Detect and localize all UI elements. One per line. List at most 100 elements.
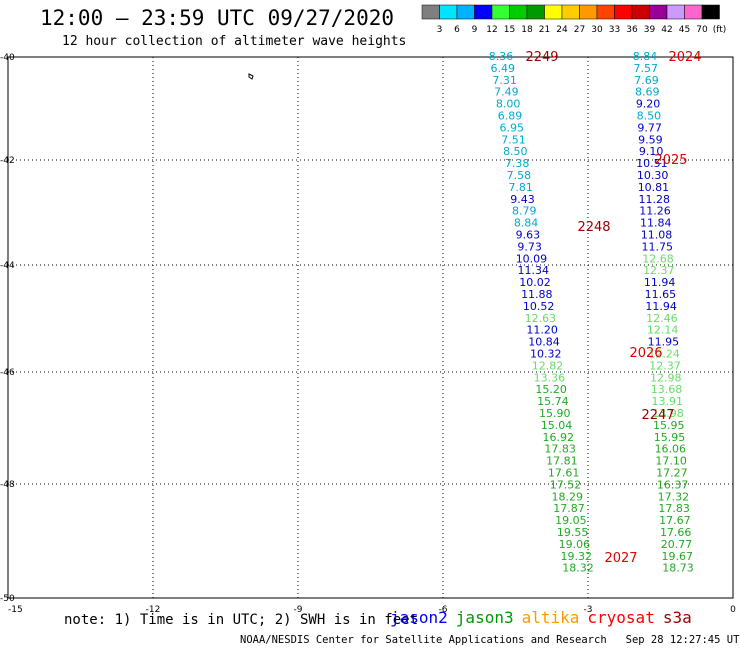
swh-value: 19.05 [555,514,587,527]
swh-value: 19.67 [661,550,693,563]
swh-value: 11.26 [639,205,671,218]
swh-value: 10.51 [636,157,668,170]
colorbar-label: 33 [609,25,620,35]
swh-value: 10.09 [516,252,548,265]
lon-label: -6 [439,605,448,615]
swh-value: 17.61 [548,467,580,480]
swh-value: 9.43 [510,193,535,206]
track-descending: 8.366.497.317.498.006.896.957.518.507.38… [489,50,594,575]
swh-value: 18.29 [552,490,584,503]
swh-value: 13.68 [651,383,683,396]
swh-value: 15.20 [535,383,567,396]
legend-jason3: jason3 [455,608,514,627]
swh-value: 7.49 [494,86,519,99]
swh-value: 11.75 [642,240,674,253]
map-frame [7,56,734,599]
swh-value: 17.87 [553,502,585,515]
swh-value: 15.04 [541,419,573,432]
swh-value: 7.31 [492,74,517,87]
swh-value: 8.50 [637,110,662,123]
swh-value: 19.55 [557,526,589,539]
swh-value: 10.81 [638,181,670,194]
swh-value: 8.69 [635,86,660,99]
swh-value: 17.83 [544,443,576,456]
swh-value: 12.37 [643,264,675,277]
colorbar-label: 15 [504,25,515,35]
swh-value: 12.98 [650,371,682,384]
lat-label: -40 [0,53,15,63]
swh-value: 9.73 [517,240,542,253]
lat-label: -46 [0,368,15,378]
swh-value: 19.32 [560,550,592,563]
swh-value: 12.82 [532,359,564,372]
swh-value: 12.68 [642,252,674,265]
lat-label: -44 [0,261,15,271]
swh-value: 11.88 [521,288,553,301]
swh-value: 10.02 [519,276,551,289]
colorbar-label: 9 [472,25,478,35]
swh-value: 18.32 [562,562,594,575]
swh-value: 9.77 [637,121,662,134]
swh-value: 7.81 [508,181,533,194]
colorbar-label: 6 [454,25,460,35]
swh-value: 17.10 [655,455,687,468]
map-grid [8,57,733,598]
swh-value: 17.27 [656,467,688,480]
swh-value: 8.84 [633,50,658,63]
time-label: 2024 [668,50,701,65]
colorbar-label: 39 [644,25,656,35]
swh-value: 6.95 [499,121,524,134]
swh-value: 12.14 [647,324,679,337]
swh-value: 9.63 [516,229,541,242]
colorbar-label: 12 [486,25,497,35]
lat-label: -48 [0,480,15,490]
time-label: 2026 [629,346,662,361]
swh-value: 11.34 [517,264,549,277]
footer-credit: NOAA/NESDIS Center for Satellite Applica… [240,634,740,646]
track-ascending: 8.847.577.698.699.208.509.779.599.1010.5… [633,50,694,575]
colorbar-label: (ft) [713,25,727,35]
colorbar-label: 30 [591,25,603,35]
swh-value: 8.00 [496,98,521,111]
colorbar-label: 27 [574,25,585,35]
swh-value: 10.52 [523,300,555,313]
swh-value: 13.36 [534,371,566,384]
time-label: 2247 [641,408,674,423]
lat-label: -50 [0,594,15,604]
swh-value: 20.77 [661,538,693,551]
swh-value: 13.91 [652,395,684,408]
generation-timestamp: Sep 28 12:27:45 UTC 2020 [625,634,740,646]
swh-value: 8.79 [512,205,537,218]
time-label: 2027 [604,551,637,566]
swh-value: 11.94 [644,276,676,289]
colorbar-label: 24 [556,25,568,35]
swh-value: 7.51 [501,133,526,146]
swh-value: 9.10 [639,145,664,158]
swh-value: 13.98 [652,407,684,420]
lon-label: -3 [584,605,593,615]
island-outline [248,73,254,80]
swh-value: 16.37 [657,478,689,491]
swh-value: 6.49 [491,62,516,75]
swh-value: 17.81 [546,455,578,468]
satellite-legend: jason2 jason3 altika cryosat s3a [390,608,700,627]
swh-value: 12.37 [649,359,681,372]
swh-value: 7.38 [505,157,530,170]
legend-altika: altika [521,608,580,627]
swh-value: 11.08 [641,229,673,242]
colorbar-label: 21 [539,25,550,35]
swh-value: 10.30 [637,169,669,182]
footer-note: note: 1) Time is in UTC; 2) SWH is in fe… [64,612,419,628]
swh-value: 10.84 [528,336,560,349]
legend-cryosat: cryosat [587,608,655,627]
swh-value: 11.20 [526,324,558,337]
swh-value: 12.63 [525,312,557,325]
page-subtitle: 12 hour collection of altimeter wave hei… [62,34,407,49]
swh-value: 7.57 [634,62,659,75]
swh-value: 15.90 [539,407,571,420]
swh-value: 11.95 [648,336,680,349]
swh-value: 17.67 [659,514,691,527]
colorbar-label: 42 [661,25,672,35]
swh-value: 12.46 [646,312,678,325]
